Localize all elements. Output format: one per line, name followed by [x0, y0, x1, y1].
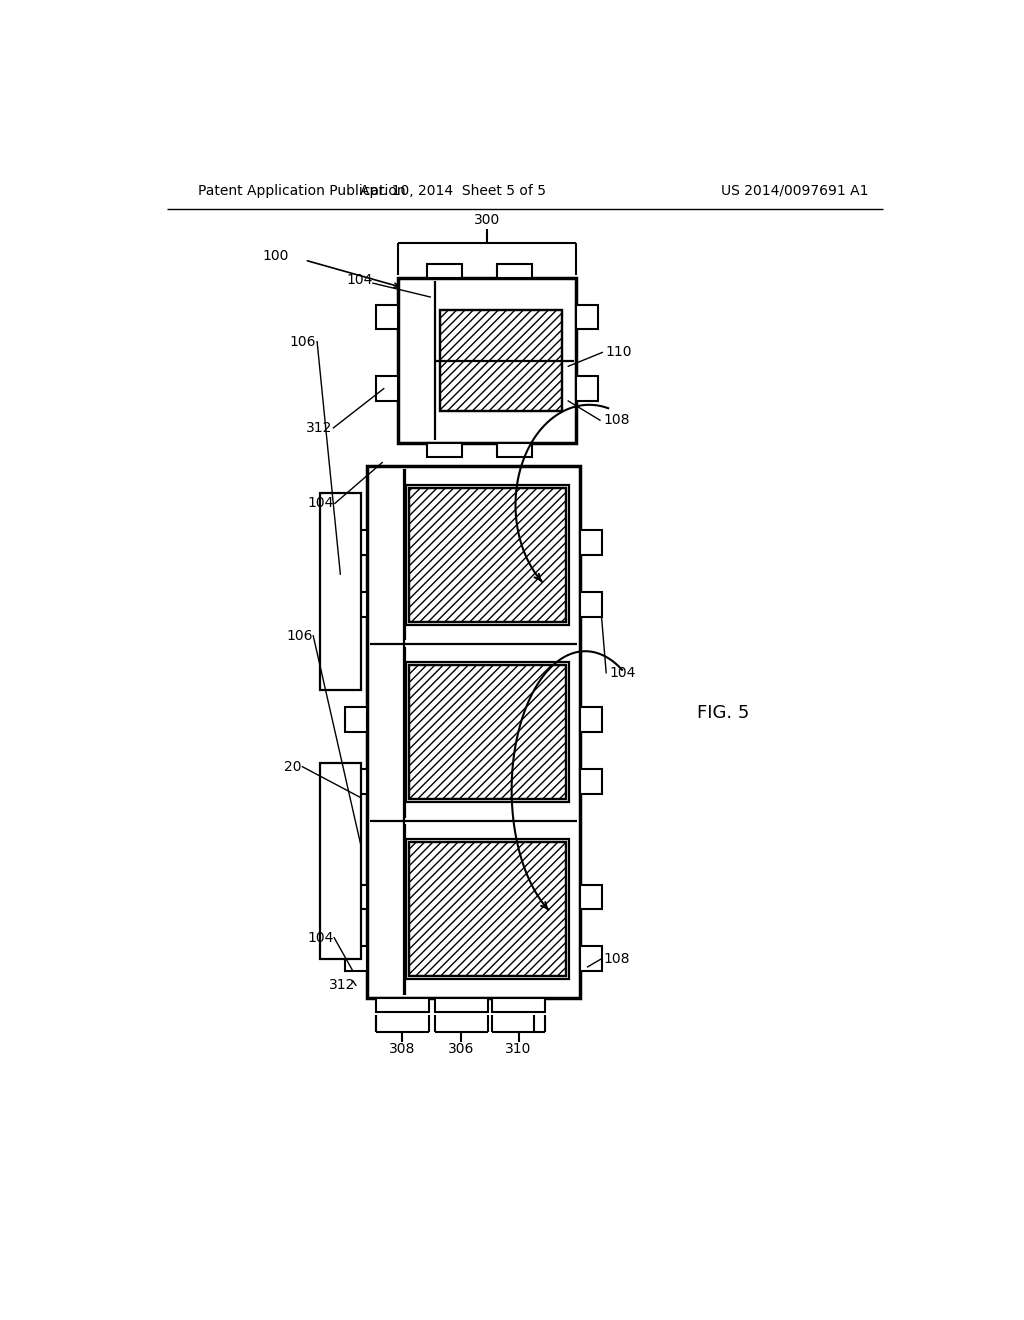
- Text: 100: 100: [263, 249, 289, 263]
- Text: 312: 312: [329, 978, 355, 993]
- Bar: [440, 310, 562, 411]
- Text: US 2014/0097691 A1: US 2014/0097691 A1: [721, 183, 868, 198]
- Bar: [427, 444, 462, 457]
- Text: FIG. 5: FIG. 5: [697, 704, 750, 722]
- Text: 104: 104: [307, 931, 334, 945]
- Bar: [580, 884, 601, 909]
- Text: 104: 104: [609, 665, 636, 680]
- Bar: [345, 531, 367, 554]
- Bar: [376, 305, 397, 330]
- Text: 308: 308: [389, 1043, 416, 1056]
- Text: 300: 300: [474, 213, 500, 227]
- Bar: [575, 376, 598, 401]
- Bar: [410, 488, 566, 622]
- Bar: [580, 531, 601, 554]
- Bar: [410, 665, 566, 799]
- Text: 312: 312: [306, 421, 333, 434]
- Text: 108: 108: [603, 413, 630, 428]
- Bar: [440, 310, 562, 411]
- Bar: [493, 998, 545, 1011]
- Bar: [345, 770, 367, 793]
- Bar: [321, 763, 360, 960]
- Text: 104: 104: [308, 496, 334, 511]
- Bar: [410, 842, 566, 977]
- Bar: [397, 277, 575, 444]
- Bar: [407, 840, 569, 979]
- Bar: [410, 665, 566, 799]
- Bar: [321, 494, 360, 689]
- Bar: [345, 708, 367, 733]
- Bar: [410, 488, 566, 622]
- Text: 106: 106: [290, 335, 316, 348]
- Bar: [376, 998, 429, 1011]
- Bar: [410, 842, 566, 977]
- Bar: [376, 376, 397, 401]
- Text: Apr. 10, 2014  Sheet 5 of 5: Apr. 10, 2014 Sheet 5 of 5: [360, 183, 547, 198]
- Text: 106: 106: [286, 628, 312, 643]
- Text: 108: 108: [604, 952, 631, 966]
- Bar: [367, 466, 580, 998]
- Bar: [435, 998, 487, 1011]
- Bar: [345, 884, 367, 909]
- Bar: [345, 946, 367, 970]
- Text: 306: 306: [449, 1043, 474, 1056]
- Text: 104: 104: [346, 273, 373, 286]
- Bar: [580, 591, 601, 616]
- Text: 20: 20: [284, 760, 302, 774]
- Bar: [497, 444, 531, 457]
- Text: 110: 110: [605, 346, 632, 359]
- Bar: [497, 264, 531, 277]
- Bar: [580, 770, 601, 793]
- Text: 310: 310: [506, 1043, 531, 1056]
- Bar: [580, 708, 601, 733]
- Bar: [407, 484, 569, 626]
- Bar: [575, 305, 598, 330]
- Bar: [580, 946, 601, 970]
- Text: Patent Application Publication: Patent Application Publication: [198, 183, 406, 198]
- Bar: [427, 264, 462, 277]
- Bar: [407, 663, 569, 803]
- Bar: [345, 591, 367, 616]
